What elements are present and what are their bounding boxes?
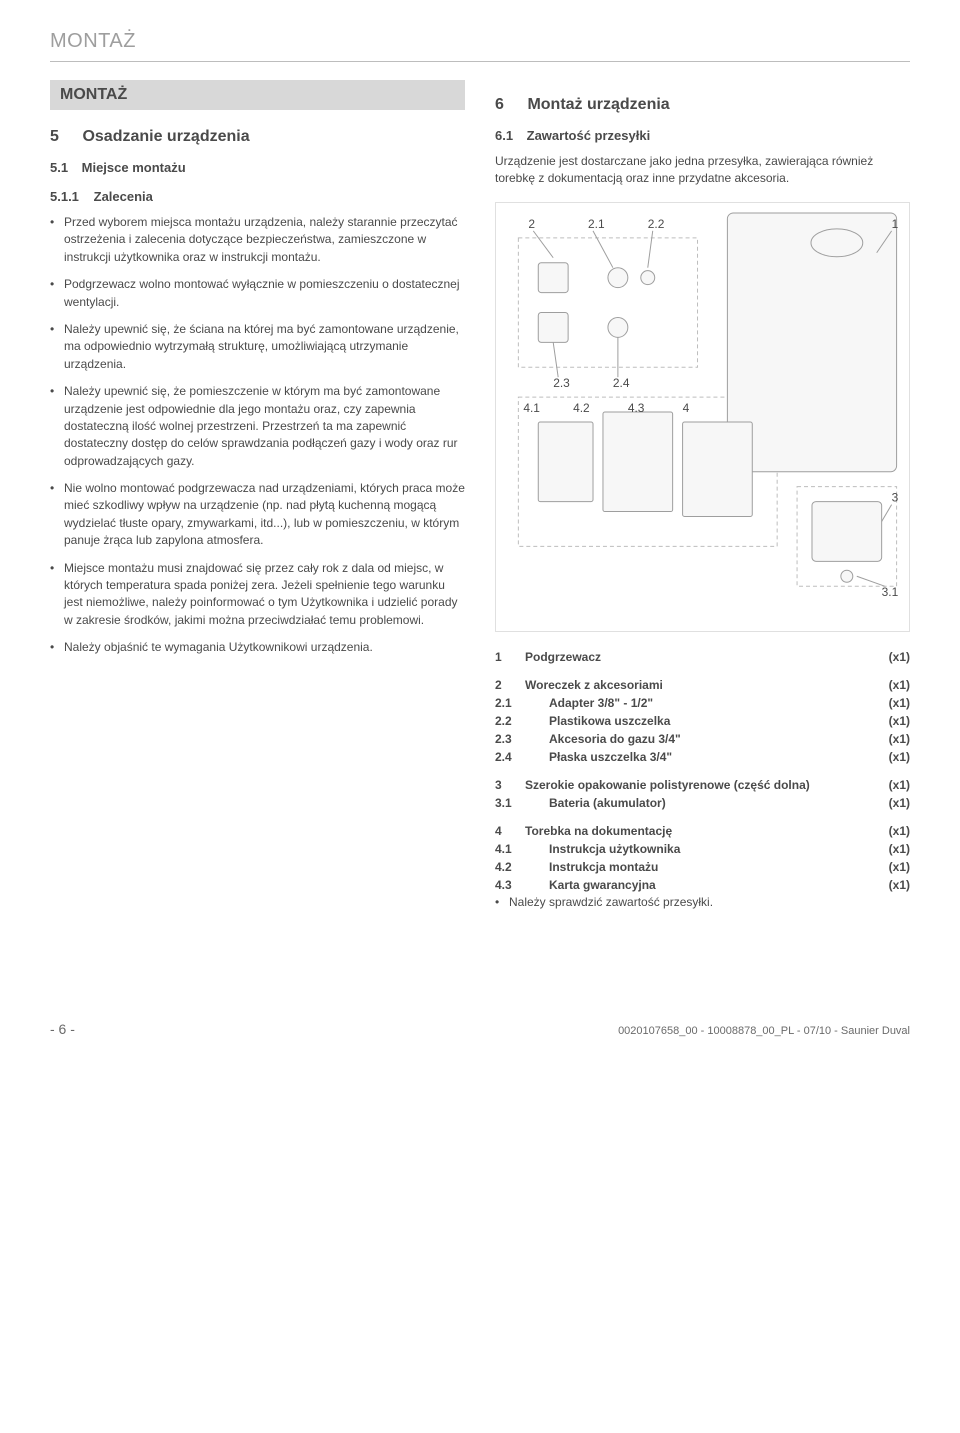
part-num: 2.2 (495, 712, 525, 730)
part-desc: Woreczek z akcesoriami (525, 676, 860, 694)
svg-text:3: 3 (892, 490, 899, 504)
part-num: 1 (495, 648, 525, 666)
part-desc: Instrukcja użytkownika (525, 840, 860, 858)
part-qty: (x1) (860, 776, 910, 794)
section-bar-montaz: MONTAŻ (50, 80, 465, 110)
svg-text:2.4: 2.4 (613, 376, 630, 390)
heading-5-1-1-title: Zalecenia (94, 189, 153, 204)
svg-text:2: 2 (528, 217, 535, 231)
part-num: 4.2 (495, 858, 525, 876)
heading-5-title: Osadzanie urządzenia (82, 128, 249, 145)
svg-text:4: 4 (683, 401, 690, 415)
part-num: 4.3 (495, 876, 525, 894)
part-num: 3.1 (495, 794, 525, 812)
part-qty: (x1) (860, 676, 910, 694)
list-item: Przed wyborem miejsca montażu urządzenia… (50, 214, 465, 266)
table-row: 4.1Instrukcja użytkownika(x1) (495, 840, 910, 858)
diagram-svg: 2 2.1 2.2 1 2.3 2.4 4.1 4.2 4.3 4 3 3.1 (496, 203, 909, 631)
heading-5-num: 5 (50, 128, 78, 146)
table-row: 3.1Bateria (akumulator)(x1) (495, 794, 910, 812)
part-num: 2.1 (495, 694, 525, 712)
heading-6-1-num: 6.1 (495, 128, 523, 143)
heading-5-1: 5.1 Miejsce montażu (50, 160, 465, 175)
part-desc: Szerokie opakowanie polistyrenowe (część… (525, 776, 860, 794)
part-qty: (x1) (860, 794, 910, 812)
list-item: Należy upewnić się, że pomieszczenie w k… (50, 383, 465, 470)
part-num: 4.1 (495, 840, 525, 858)
part-qty: (x1) (860, 712, 910, 730)
svg-text:2.2: 2.2 (648, 217, 665, 231)
page-footer: - 6 - 0020107658_00 - 10008878_00_PL - 0… (50, 1021, 910, 1037)
part-qty: (x1) (860, 648, 910, 666)
svg-text:4.2: 4.2 (573, 401, 590, 415)
part-desc: Instrukcja montażu (525, 858, 860, 876)
table-row: 4.2Instrukcja montażu(x1) (495, 858, 910, 876)
part-desc: Plastikowa uszczelka (525, 712, 860, 730)
table-row: 2Woreczek z akcesoriami(x1) (495, 676, 910, 694)
part-desc: Karta gwarancyjna (525, 876, 860, 894)
table-row: 2.3Akcesoria do gazu 3/4"(x1) (495, 730, 910, 748)
part-num: 3 (495, 776, 525, 794)
part-desc: Bateria (akumulator) (525, 794, 860, 812)
svg-text:4.1: 4.1 (523, 401, 540, 415)
list-item: Miejsce montażu musi znajdować się przez… (50, 560, 465, 630)
table-row: 4Torebka na dokumentację(x1) (495, 822, 910, 840)
header-rule (50, 61, 910, 62)
part-qty: (x1) (860, 730, 910, 748)
heading-5-1-num: 5.1 (50, 160, 78, 175)
table-row: 3Szerokie opakowanie polistyrenowe (częś… (495, 776, 910, 794)
part-desc: Akcesoria do gazu 3/4" (525, 730, 860, 748)
heading-6-title: Montaż urządzenia (527, 96, 669, 113)
parts-table: 1Podgrzewacz(x1)2Woreczek z akcesoriami(… (495, 648, 910, 894)
part-num: 2.4 (495, 748, 525, 766)
part-num: 4 (495, 822, 525, 840)
part-qty: (x1) (860, 694, 910, 712)
heading-6-1: 6.1 Zawartość przesyłki (495, 128, 910, 143)
recommendations-list: Przed wyborem miejsca montażu urządzenia… (50, 214, 465, 657)
table-row: 4.3Karta gwarancyjna(x1) (495, 876, 910, 894)
part-num: 2.3 (495, 730, 525, 748)
heading-6-num: 6 (495, 96, 523, 114)
part-num: 2 (495, 676, 525, 694)
part-desc: Podgrzewacz (525, 648, 860, 666)
table-row: 1Podgrzewacz(x1) (495, 648, 910, 666)
list-item: Należy upewnić się, że ściana na której … (50, 321, 465, 373)
table-row: 2.4Płaska uszczelka 3/4"(x1) (495, 748, 910, 766)
doc-reference: 0020107658_00 - 10008878_00_PL - 07/10 -… (618, 1025, 910, 1037)
heading-5-1-1-num: 5.1.1 (50, 189, 90, 204)
heading-6-1-title: Zawartość przesyłki (527, 128, 651, 143)
heading-6: 6 Montaż urządzenia (495, 96, 910, 114)
svg-text:4.3: 4.3 (628, 401, 645, 415)
svg-text:2.1: 2.1 (588, 217, 605, 231)
part-qty: (x1) (860, 840, 910, 858)
list-item: Należy objaśnić te wymagania Użytkowniko… (50, 639, 465, 656)
part-qty: (x1) (860, 822, 910, 840)
svg-text:3.1: 3.1 (882, 585, 899, 599)
exploded-diagram: 2 2.1 2.2 1 2.3 2.4 4.1 4.2 4.3 4 3 3.1 (495, 202, 910, 632)
table-row: 2.1Adapter 3/8" - 1/2"(x1) (495, 694, 910, 712)
heading-5-1-title: Miejsce montażu (82, 160, 186, 175)
list-item: Podgrzewacz wolno montować wyłącznie w p… (50, 276, 465, 311)
part-desc: Płaska uszczelka 3/4" (525, 748, 860, 766)
page-header: MONTAŻ (50, 30, 910, 53)
table-row: 2.2Plastikowa uszczelka(x1) (495, 712, 910, 730)
verify-note: Należy sprawdzić zawartość przesyłki. (495, 894, 910, 911)
verify-note-list: Należy sprawdzić zawartość przesyłki. (495, 894, 910, 911)
intro-paragraph: Urządzenie jest dostarczane jako jedna p… (495, 153, 910, 188)
heading-5-1-1: 5.1.1 Zalecenia (50, 189, 465, 204)
part-qty: (x1) (860, 748, 910, 766)
heading-5: 5 Osadzanie urządzenia (50, 128, 465, 146)
part-qty: (x1) (860, 876, 910, 894)
svg-text:2.3: 2.3 (553, 376, 570, 390)
part-qty: (x1) (860, 858, 910, 876)
page-number: - 6 - (50, 1021, 75, 1037)
part-desc: Adapter 3/8" - 1/2" (525, 694, 860, 712)
list-item: Nie wolno montować podgrzewacza nad urzą… (50, 480, 465, 550)
section-bar-title: MONTAŻ (60, 86, 127, 103)
svg-text:1: 1 (892, 217, 899, 231)
part-desc: Torebka na dokumentację (525, 822, 860, 840)
